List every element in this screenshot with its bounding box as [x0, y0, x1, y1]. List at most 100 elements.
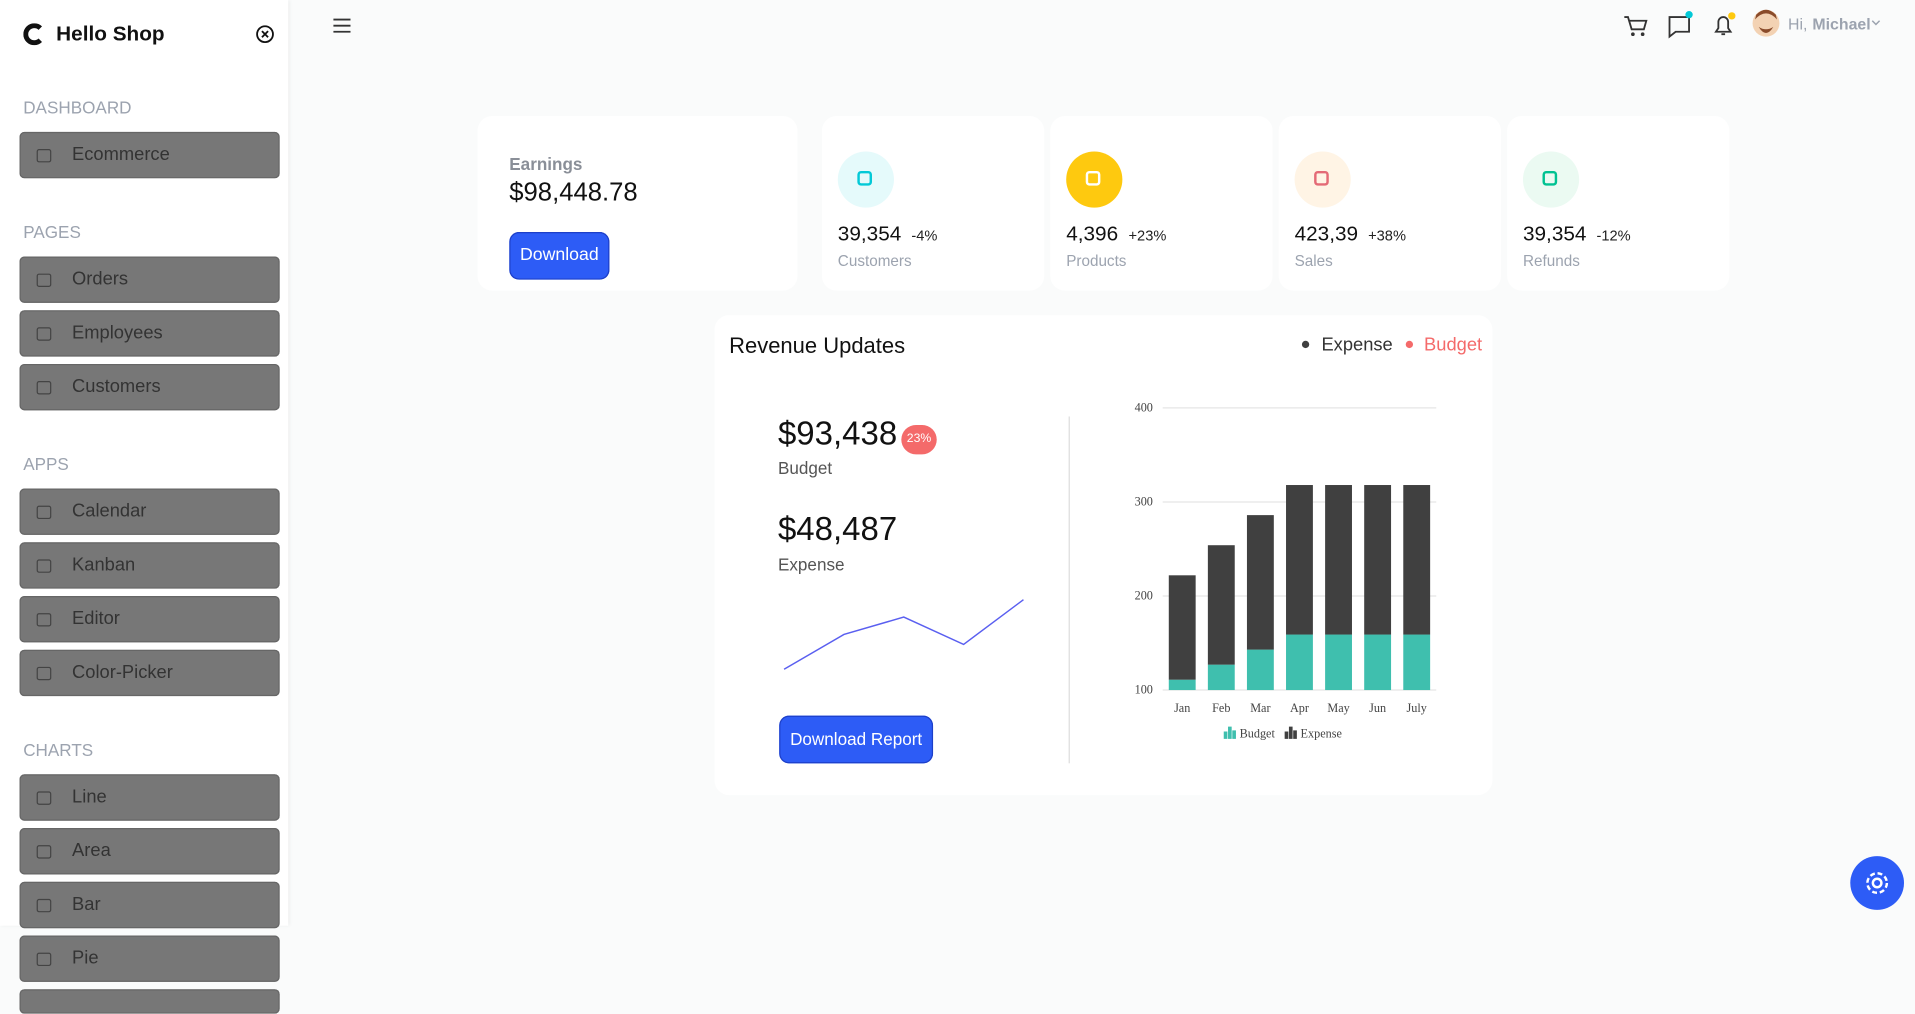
section-title: PAGES [23, 222, 81, 242]
notification-icon[interactable] [1710, 10, 1739, 39]
nav-label: Ecommerce [72, 144, 170, 165]
expense-amount: $48,487 [777, 510, 898, 548]
x-tick-label: May [1327, 701, 1350, 715]
bar [1168, 679, 1196, 691]
bar [1403, 485, 1431, 635]
chat-icon[interactable] [1666, 10, 1695, 39]
bar [1286, 634, 1313, 691]
nav-icon [36, 381, 52, 395]
divider [1068, 416, 1070, 764]
legend-label: Expense [1301, 727, 1342, 741]
legend-expense[interactable]: Expense [1321, 334, 1393, 356]
page: Hello Shop DASHBOARD Ecommerce PAGES Orders… [19, 7, 1905, 1014]
nav-icon [36, 898, 52, 913]
nav-item[interactable]: Employees [19, 310, 280, 357]
section-title: APPS [23, 454, 69, 474]
stat-change: +38% [1368, 227, 1406, 245]
y-tick-label: 200 [1135, 589, 1153, 603]
stat-card: 423,39 +38% Sales [1278, 116, 1501, 291]
x-tick-label: Mar [1250, 701, 1270, 715]
app: Hello Shop DASHBOARD Ecommerce PAGES Orders… [19, 7, 1905, 1014]
cart-icon[interactable] [1622, 12, 1651, 39]
stat-card: 4,396 +23% Products [1050, 116, 1273, 291]
nav-item[interactable]: Calendar [19, 488, 280, 535]
settings-button[interactable] [1850, 856, 1905, 910]
stat-value: 4,396 [1066, 222, 1119, 246]
nav-item[interactable]: Pie [19, 935, 280, 982]
earnings-label: Earnings [509, 153, 583, 174]
budget-amount: $93,438 [777, 415, 898, 452]
nav-item[interactable] [19, 989, 280, 1014]
stat-change: -12% [1596, 227, 1631, 245]
stat-icon [1294, 151, 1351, 208]
bar [1286, 485, 1313, 635]
x-tick-label: Jan [1174, 701, 1190, 715]
stat-icon [1522, 151, 1580, 208]
nav-item[interactable]: Line [19, 774, 280, 821]
stat-glyph [1314, 170, 1329, 186]
user-name[interactable]: Michael [1812, 14, 1871, 33]
bar [1246, 515, 1274, 650]
stat-glyph [1085, 170, 1101, 186]
brand-logo [23, 23, 43, 46]
stat-label: Refunds [1522, 252, 1580, 270]
download-button[interactable]: Download [509, 232, 610, 280]
bar [1207, 664, 1235, 691]
stat-label: Products [1066, 252, 1127, 270]
sparkline [783, 599, 1024, 670]
settings-icon [1866, 872, 1889, 894]
stat-value: 39,354 [837, 222, 902, 246]
revenue-title: Revenue Updates [729, 333, 906, 358]
nav-item[interactable]: Ecommerce [19, 131, 280, 179]
revenue-card: Revenue Updates Expense Budget $93,438 2… [714, 315, 1493, 796]
nav-label: Calendar [72, 500, 147, 522]
bar [1325, 634, 1352, 691]
nav-item[interactable]: Customers [19, 363, 280, 411]
nav-icon [36, 613, 52, 627]
legend-budget[interactable]: Budget [1424, 334, 1483, 356]
legend-icon [1284, 726, 1297, 739]
stat-value: 39,354 [1522, 222, 1587, 246]
earnings-card: Earnings $98,448.78 Download [477, 116, 798, 291]
stat-change: +23% [1128, 227, 1167, 245]
nav-label: Editor [72, 608, 120, 629]
stat-change: -4% [911, 227, 938, 245]
earnings-amount: $98,448.78 [509, 178, 638, 207]
nav-item[interactable]: Bar [19, 881, 280, 929]
bar [1325, 485, 1352, 635]
stat-card: 39,354 -12% Refunds [1507, 116, 1730, 291]
nav-label: Pie [72, 947, 99, 969]
download-report-button[interactable]: Download Report [779, 715, 934, 764]
bar [1168, 575, 1196, 680]
nav-label: Line [72, 786, 107, 808]
charts: 100 200 300 400 Jan Feb Mar Apr May Jun July Budget… [783, 401, 1437, 741]
user-dropdown[interactable] [1870, 18, 1882, 28]
nav-item[interactable]: Editor [19, 595, 280, 643]
nav-label: Area [72, 840, 111, 862]
stat-icon [1066, 151, 1123, 208]
brand: Hello Shop [56, 21, 165, 46]
nav-icon [36, 791, 52, 805]
x-tick-label: Feb [1212, 701, 1230, 715]
avatar[interactable] [1751, 7, 1780, 39]
nav-icon [36, 952, 52, 967]
nav-icon [36, 273, 52, 288]
menu-toggle[interactable] [332, 17, 352, 34]
nav-item[interactable]: Area [19, 828, 280, 875]
stat-icon [837, 151, 894, 208]
nav-item[interactable]: Color-Picker [19, 649, 280, 697]
bar [1403, 634, 1431, 691]
nav-icon [36, 845, 52, 859]
close-sidebar[interactable] [255, 24, 275, 44]
nav-label: Orders [72, 268, 129, 290]
stat-value: 423,39 [1294, 222, 1359, 246]
x-tick-label: Apr [1290, 701, 1309, 715]
legend-label: Budget [1240, 727, 1276, 741]
y-tick-label: 100 [1135, 683, 1153, 697]
nav-label: Color-Picker [72, 661, 173, 683]
nav-item[interactable]: Kanban [19, 542, 280, 589]
section-title: CHARTS [23, 740, 94, 760]
nav-icon [36, 666, 52, 681]
nav-item[interactable]: Orders [19, 256, 280, 303]
nav-label: Bar [72, 893, 101, 915]
